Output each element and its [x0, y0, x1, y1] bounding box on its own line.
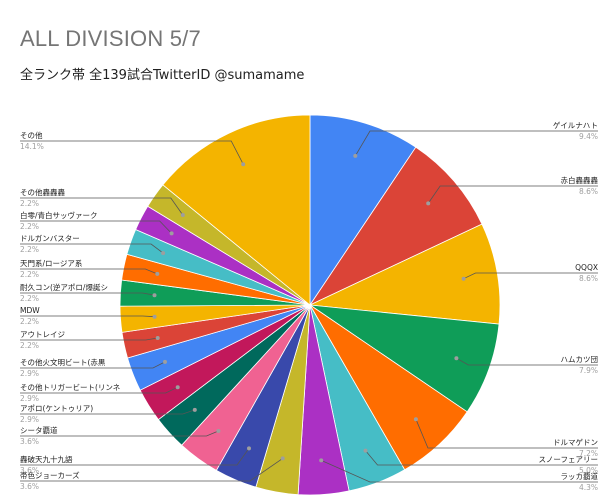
pie-slice-1 — [308, 146, 483, 306]
slice-pct-18: 2.2% — [20, 222, 39, 231]
slice-dot-0 — [353, 153, 358, 158]
slice-leader-6 — [321, 460, 598, 483]
slice-label-2: QQQX — [575, 263, 598, 272]
slice-label-8: 轟破天九十九語 — [20, 454, 73, 464]
slice-dot-4 — [413, 417, 418, 422]
slice-pct-0: 9.4% — [579, 132, 598, 141]
slice-leader-12 — [20, 361, 166, 369]
slice-label-0: ゲイルナハト — [553, 121, 598, 130]
slice-leader-14 — [20, 315, 155, 318]
slice-dot-5 — [363, 448, 368, 453]
slice-dot-3 — [454, 356, 459, 361]
slice-leader-19 — [20, 197, 184, 216]
slice-label-15: 耐久コン(逆アポロ/爆誕シ — [20, 282, 108, 292]
slice-pct-3: 7.9% — [579, 366, 598, 375]
slice-leader-2 — [463, 272, 598, 280]
slice-dot-18 — [169, 231, 174, 236]
slice-pct-9: 3.6% — [20, 437, 39, 446]
slice-label-10: アポロ(ケントゥリア) — [20, 404, 93, 413]
slice-leader-7 — [20, 458, 283, 482]
slice-leader-5 — [365, 450, 598, 466]
slice-label-5: スノーフェアリー — [538, 455, 598, 464]
slice-dot-19 — [180, 213, 185, 217]
slice-label-16: 天門系/ロージア系 — [20, 258, 83, 268]
slice-pct-15: 2.2% — [20, 294, 39, 303]
slice-pct-5: 5.0% — [579, 466, 598, 475]
slice-leader-0 — [354, 130, 598, 157]
chart-title: ALL DIVISION 5/7 — [20, 26, 201, 51]
slice-pct-16: 2.2% — [20, 270, 39, 279]
slice-label-7: 帯色ジョーカーズ — [20, 470, 80, 480]
slice-pct-6: 4.3% — [579, 483, 598, 492]
slice-pct-17: 2.2% — [20, 245, 39, 254]
slice-dot-10 — [192, 407, 197, 412]
slice-leader-3 — [456, 357, 598, 366]
slice-leader-10 — [20, 409, 195, 415]
pie-slice-0 — [309, 114, 417, 307]
slice-leader-15 — [20, 292, 155, 296]
slice-label-19: その他轟轟轟 — [20, 187, 65, 197]
slice-pct-8: 3.6% — [20, 466, 39, 475]
slice-leader-4 — [415, 419, 598, 449]
slice-dot-6 — [319, 458, 324, 463]
slice-pct-4: 7.2% — [579, 449, 598, 458]
slice-dot-13 — [155, 336, 160, 340]
slice-label-6: ラッカ覇道 — [561, 471, 599, 481]
slice-dot-7 — [280, 456, 285, 461]
slice-dot-9 — [216, 429, 221, 433]
slice-pct-13: 2.2% — [20, 341, 39, 350]
slice-pct-19: 2.2% — [20, 199, 39, 208]
slice-dot-8 — [247, 446, 251, 451]
slice-dot-12 — [163, 359, 167, 364]
slice-leader-13 — [20, 337, 158, 341]
slice-dot-2 — [461, 276, 466, 281]
slice-dot-16 — [155, 271, 160, 276]
pie-slice-3 — [309, 304, 500, 413]
slice-leader-17 — [20, 243, 164, 254]
slice-pct-20: 14.1% — [20, 142, 44, 151]
slice-label-9: シータ覇道 — [20, 425, 58, 435]
slice-dot-15 — [152, 293, 157, 298]
slice-leader-8 — [20, 448, 250, 466]
slice-pct-14: 2.2% — [20, 317, 39, 326]
slice-pct-2: 8.6% — [579, 274, 598, 283]
slice-dot-11 — [175, 385, 180, 390]
slice-dot-1 — [426, 201, 431, 206]
slice-pct-1: 8.6% — [579, 187, 598, 196]
slice-label-12: その他火文明ビート(赤黒 — [20, 357, 106, 367]
slice-label-17: ドルガンバスター — [20, 233, 80, 243]
slice-dot-17 — [161, 251, 166, 256]
slice-label-3: ハムカツ団 — [561, 355, 599, 364]
pie-slice-20 — [162, 114, 311, 306]
slice-label-13: アウトレイジ — [20, 330, 65, 339]
slice-label-1: 赤白轟轟轟 — [561, 175, 599, 185]
pie-labels: ゲイルナハト 9.4% 赤白轟轟轟 8.6% QQQX 8.6% ハムカツ団 7.9% ドルマゲ… — [20, 121, 598, 492]
slice-label-4: ドルマゲドン — [553, 438, 598, 447]
slice-label-14: MDW — [20, 306, 40, 315]
slice-leader-20 — [20, 140, 244, 165]
slice-leader-16 — [20, 268, 158, 275]
slice-pct-10: 2.9% — [20, 415, 39, 424]
slice-leader-11 — [20, 386, 178, 394]
pie-slices — [119, 114, 501, 496]
slice-label-20: その他 — [20, 130, 43, 140]
slice-dot-20 — [241, 162, 246, 167]
slice-pct-12: 2.9% — [20, 369, 39, 378]
slice-leader-1 — [427, 185, 598, 204]
slice-leader-18 — [20, 220, 172, 234]
chart-subtitle: 全ランク帯 全139試合TwitterID @sumamame — [20, 68, 305, 83]
slice-leader-9 — [20, 430, 219, 437]
slice-pct-11: 2.9% — [20, 394, 39, 403]
slice-dot-14 — [152, 314, 157, 319]
slice-pct-7: 3.6% — [20, 482, 39, 491]
slice-label-18: 白零/青白サッヴァーク — [20, 210, 98, 220]
slice-label-11: その他トリガービート(リンネ — [20, 382, 120, 392]
